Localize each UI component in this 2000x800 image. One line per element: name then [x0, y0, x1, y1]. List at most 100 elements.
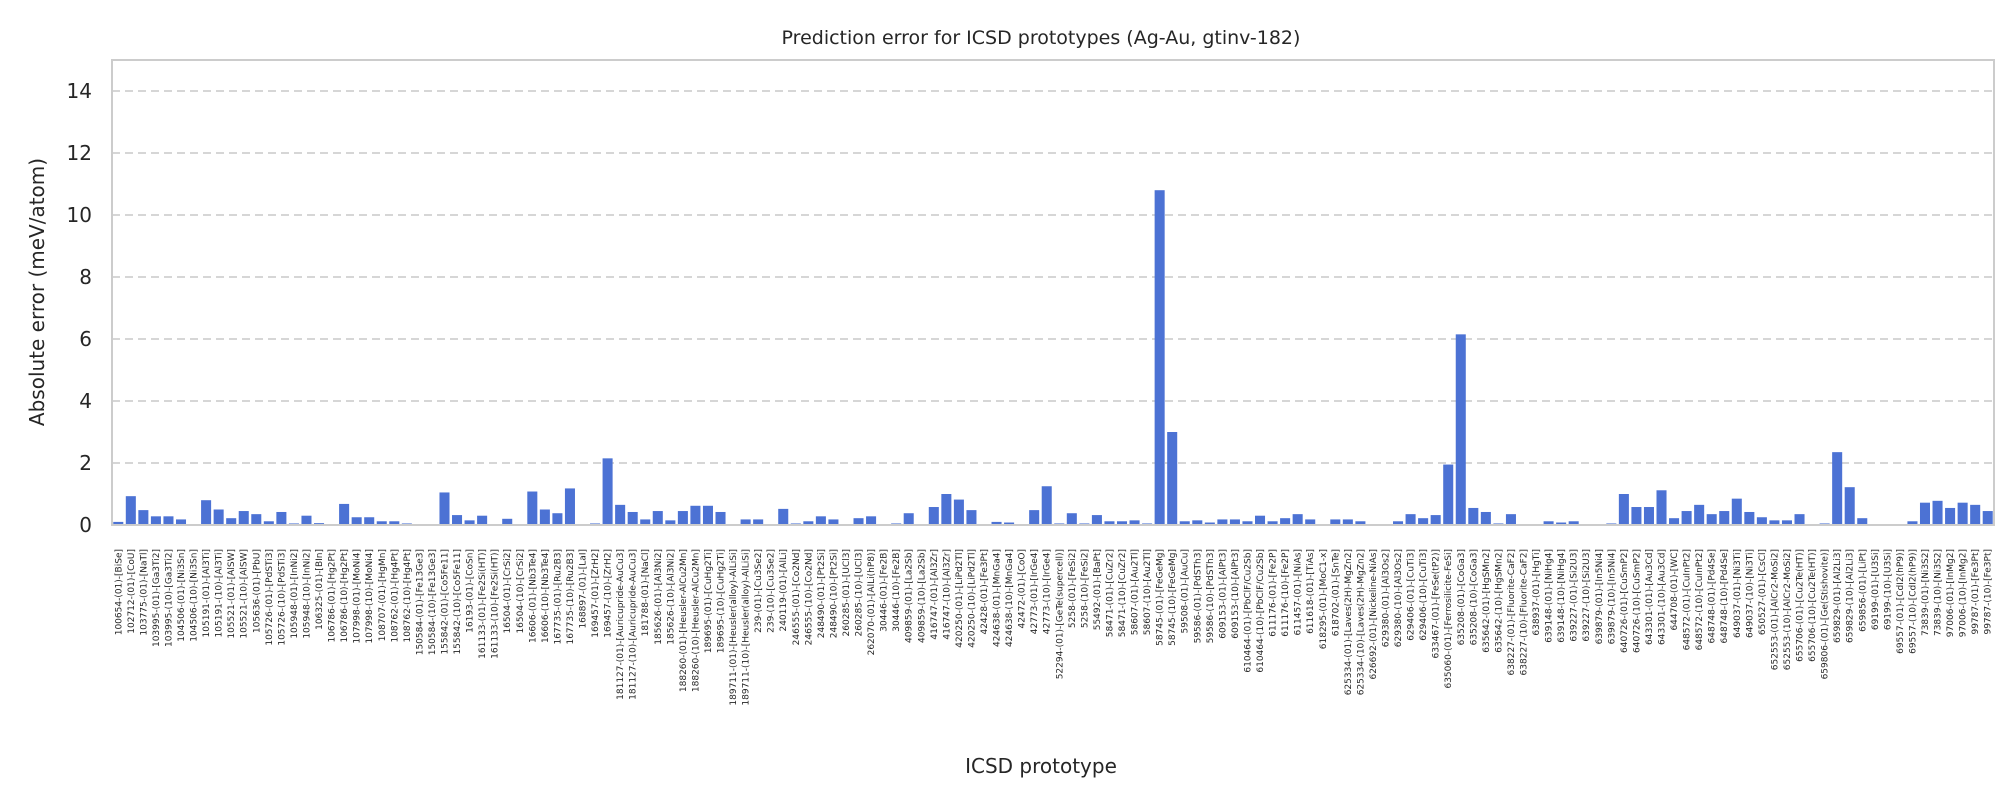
x-tick-label: 655706-(10)-[Cu2Te(HT)] — [1808, 549, 1818, 662]
x-tick-label: 643301-(01)-[Au3Cd] — [1645, 549, 1655, 645]
x-tick-label: 638937-(01)-[HgTi] — [1532, 549, 1542, 636]
bar — [1192, 520, 1203, 525]
bar — [251, 514, 262, 525]
bar — [665, 520, 676, 525]
x-tick-label: 260285-(01)-[UCl3] — [842, 549, 852, 636]
bar — [1631, 507, 1642, 525]
x-tick-label: 169457-(10)-[ZrH2] — [604, 549, 614, 638]
bar — [1455, 334, 1466, 525]
bar — [339, 503, 350, 525]
x-tick-label: 611618-(01)-[TiAs] — [1306, 549, 1316, 634]
x-tick-label: 652553-(10)-[AlCr2-MoSi2] — [1783, 549, 1793, 670]
bar — [1781, 520, 1792, 525]
bar — [1342, 519, 1353, 525]
x-tick-label: 42472-(01)-[CoO] — [1018, 549, 1028, 629]
bar — [1945, 507, 1956, 525]
bar — [1505, 514, 1516, 525]
bar — [552, 513, 563, 525]
bar — [966, 510, 977, 525]
x-tick-label: 103775-(01)-[NaTl] — [139, 549, 149, 636]
x-tick-label: 185626-(10)-[Al3Ni2] — [666, 549, 676, 645]
x-tick-label: 638227-(01)-[Fluorite-CaF2] — [1507, 549, 1517, 675]
x-tick-label: 105521-(01)-[AlSW] — [227, 549, 237, 639]
bar — [125, 496, 136, 525]
x-tick-label: 189695-(01)-[CuHg2Ti] — [704, 549, 714, 653]
bar — [1355, 521, 1366, 525]
x-tick-label: 73839-(10)-[Ni3S2] — [1934, 549, 1944, 636]
x-tick-label: 106786-(10)-[Hg2Pt] — [340, 549, 350, 643]
bar — [1393, 521, 1404, 525]
bar — [201, 500, 212, 525]
bar — [527, 491, 538, 525]
x-tick-label: 105726-(01)-[PdSTi3] — [265, 549, 275, 646]
x-tick-label: 655706-(01)-[Cu2Te(HT)] — [1796, 549, 1806, 662]
x-tick-label: 416747-(01)-[Al3Zr] — [930, 549, 940, 640]
bar — [1556, 522, 1567, 525]
x-tick-label: 409859-(10)-[La2Sb] — [917, 549, 927, 643]
bar — [1681, 511, 1692, 525]
x-tick-label: 102712-(01)-[CoU] — [127, 549, 137, 634]
x-tick-label: 635060-(01)-[Ferrosilicite-FeSi] — [1444, 549, 1454, 689]
x-tick-label: 659856-(01)-[LiPt] — [1858, 549, 1868, 632]
bar — [138, 510, 149, 525]
bar — [1731, 498, 1742, 525]
bar — [1229, 519, 1240, 525]
bar — [740, 519, 751, 525]
bar — [1129, 520, 1140, 525]
x-tick-label: 648572-(01)-[CuInPt2] — [1683, 549, 1693, 650]
x-tick-label: 610464-(01)-[PbClF/Cu2Sb] — [1243, 549, 1253, 673]
x-tick-label: 611176-(10)-[Fe2P] — [1281, 549, 1291, 637]
bar — [1543, 521, 1554, 525]
x-tick-label: 97006-(10)-[InMg2] — [1959, 549, 1969, 637]
x-tick-label: 155842-(10)-[Co5Fe11] — [453, 549, 463, 655]
x-tick-label: 416747-(10)-[Al3Zr] — [942, 549, 952, 640]
bar — [1932, 500, 1943, 525]
bar — [276, 511, 287, 525]
x-tick-label: 30446-(10)-[Fe2B] — [892, 549, 902, 632]
y-tick-label: 12 — [67, 141, 92, 165]
bar — [1706, 514, 1717, 525]
x-tick-label: 168897-(01)-[LaI] — [579, 549, 589, 629]
x-tick-label: 5258-(01)-[FeSi2] — [1068, 549, 1078, 628]
plot-frame — [111, 59, 1995, 526]
x-tick-label: 629406-(01)-[CuTi3] — [1407, 549, 1417, 641]
x-tick-label: 58745-(01)-[FeGeMg] — [1156, 549, 1166, 646]
x-tick-label: 629406-(10)-[CuTi3] — [1419, 549, 1429, 641]
x-tick-label: 99787-(01)-[Fe3Pt] — [1971, 549, 1981, 635]
x-tick-label: 105191-(01)-[Al3Ti] — [202, 549, 212, 637]
x-tick-label: 181127-(01)-[Auricupride-AuCu3] — [616, 549, 626, 700]
x-tick-label: 409859-(01)-[La2Sb] — [905, 549, 915, 643]
x-tick-label: 644708-(01)-[WC] — [1670, 549, 1680, 631]
x-tick-label: 107998-(10)-[MoNi4] — [365, 549, 375, 644]
bar — [1116, 521, 1128, 525]
bar — [953, 499, 964, 525]
x-tick-label: 659829-(01)-[Al2Li3] — [1833, 549, 1843, 643]
x-tick-label: 16504-(10)-[CrSi2] — [516, 549, 526, 634]
x-tick-label: 16504-(01)-[CrSi2] — [503, 549, 513, 634]
x-tick-label: 424638-(10)-[MnGa4] — [1005, 549, 1015, 647]
bar — [1694, 504, 1705, 525]
x-tick-label: 248490-(01)-[Pt2Si] — [817, 549, 827, 638]
bar — [1179, 521, 1190, 525]
x-tick-label: 5258-(10)-[FeSi2] — [1080, 549, 1090, 628]
x-tick-label: 648572-(10)-[CuInPt2] — [1695, 549, 1705, 650]
x-tick-label: 155842-(01)-[Co5Fe11] — [440, 549, 450, 655]
bar — [1330, 519, 1341, 525]
y-tick-label: 10 — [67, 203, 92, 227]
x-tick-label: 69557-(10)-[CdI2(hP9)] — [1908, 549, 1918, 654]
x-tick-label: 30446-(01)-[Fe2B] — [880, 549, 890, 632]
x-tick-label: 188260-(10)-[Heusler-AlCu2Mn] — [691, 549, 701, 692]
bar — [1480, 511, 1491, 525]
x-tick-label: 635642-(01)-[HgSMn2] — [1482, 549, 1492, 653]
x-tick-label: 649037-(01)-[Ni3Ti] — [1733, 549, 1743, 638]
bar — [1029, 510, 1040, 525]
bar — [502, 518, 513, 525]
bar — [640, 519, 651, 525]
x-tick-label: 420250-(10)-[LiPd2Tl] — [967, 549, 977, 648]
bar — [815, 516, 826, 525]
bar — [1656, 490, 1667, 525]
x-tick-label: 650527-(01)-[CsCl] — [1758, 549, 1768, 635]
bar — [1719, 511, 1730, 525]
x-tick-label: 105191-(10)-[Al3Ti] — [215, 549, 225, 637]
